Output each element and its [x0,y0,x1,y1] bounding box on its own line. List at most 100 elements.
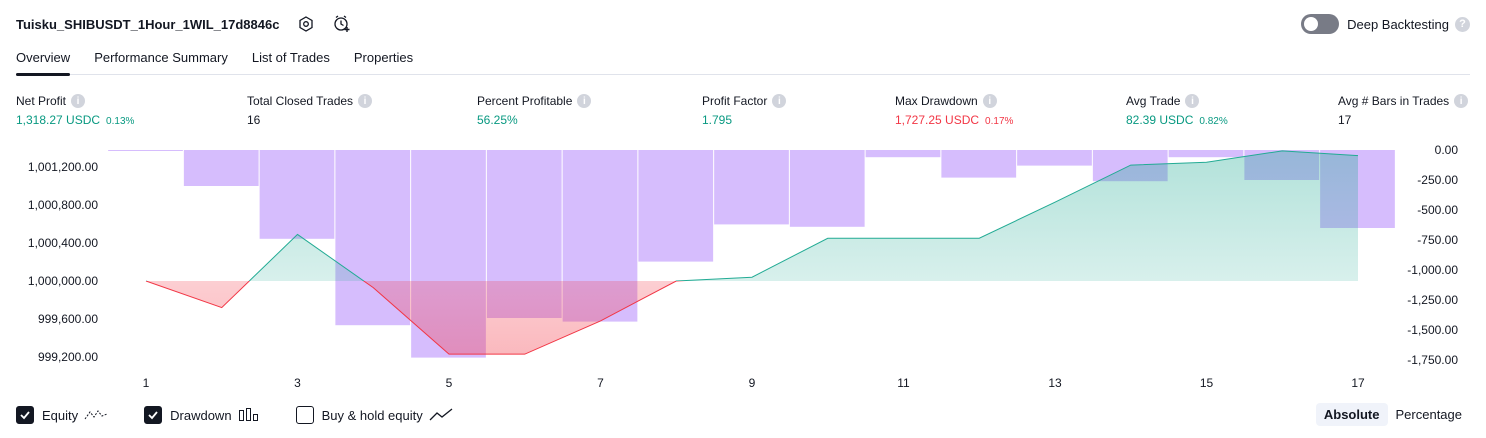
x-axis-tick: 13 [1048,376,1062,390]
metric-avg-bars-in-trades: Avg # Bars in Trades i 17 [1338,94,1469,127]
metric-percent-profitable: Percent Profitable i 56.25% [477,94,592,127]
right-axis-tick: -500.00 [1417,203,1458,217]
equity-label: Equity [42,407,79,423]
x-axis-tick: 7 [597,376,604,390]
add-alert-icon[interactable] [333,15,351,33]
metric-value: 82.39 USDC [1126,113,1194,127]
absolute-mode-button[interactable]: Absolute [1315,403,1388,426]
right-axis-tick: -1,500.00 [1407,323,1458,337]
metric-percent: 0.82% [1199,116,1228,127]
tab-bar: Overview Performance Summary List of Tra… [16,44,1470,76]
strategy-name: Tuisku_SHIBUSDT_1Hour_1WIL_17d8846c [16,16,280,32]
left-axis: 1,001,200.00 1,000,800.00 1,000,400.00 1,00… [28,160,98,364]
drawdown-bar [789,150,865,227]
metric-label: Total Closed Trades [247,94,354,108]
x-axis: 1 3 5 7 9 11 13 15 17 [143,376,1365,390]
chart-options: Equity Drawdown Buy & hold equity Absolu… [16,403,1470,427]
equity-option[interactable]: Equity [16,406,108,424]
metric-label: Avg # Bars in Trades [1338,94,1450,108]
metric-label: Max Drawdown [895,94,978,108]
info-icon[interactable]: i [1454,94,1469,108]
drawdown-bar [259,150,335,239]
x-axis-tick: 5 [446,376,453,390]
tab-properties[interactable]: Properties [353,50,414,65]
info-icon[interactable]: i [982,94,997,108]
metric-value: 1,727.25 USDC [895,113,980,127]
equity-checkbox[interactable] [16,406,34,424]
settings-icon[interactable] [297,15,315,33]
info-icon[interactable]: i [71,94,86,108]
left-axis-tick: 999,600.00 [38,312,98,326]
tab-list-of-trades[interactable]: List of Trades [251,50,330,65]
right-axis: 0.00 -250.00 -500.00 -750.00 -1,000.00 -1,250… [1407,143,1458,367]
help-icon[interactable]: ? [1455,16,1470,32]
equity-drawdown-chart[interactable]: 1,001,200.00 1,000,800.00 1,000,400.00 1,00… [0,140,1486,395]
drawdown-bar [941,150,1017,178]
toggle-knob [1304,17,1319,31]
x-axis-tick: 9 [749,376,756,390]
metric-value: 17 [1338,113,1352,127]
metric-label: Net Profit [16,94,67,108]
info-icon[interactable]: i [772,94,787,108]
left-axis-tick: 1,000,000.00 [28,274,98,288]
deep-backtesting-toggle[interactable] [1301,14,1340,34]
tab-performance-summary[interactable]: Performance Summary [94,50,228,65]
drawdown-bar [638,150,714,262]
metric-profit-factor: Profit Factor i 1.795 [702,94,787,127]
x-axis-tick: 17 [1351,376,1365,390]
metric-value: 56.25% [477,113,518,127]
equity-area-loss [146,281,1358,355]
buy-hold-label: Buy & hold equity [321,407,423,423]
metric-avg-trade: Avg Trade i 82.39 USDC 0.82% [1126,94,1228,127]
left-axis-tick: 999,200.00 [38,350,98,364]
metric-percent: 0.13% [106,116,135,127]
metric-value: 16 [247,113,261,127]
info-icon[interactable]: i [1185,94,1200,108]
drawdown-label: Drawdown [170,407,232,423]
metric-total-closed-trades: Total Closed Trades i 16 [247,94,373,127]
equity-area-profit [146,150,1358,281]
equity-line-icon [84,408,108,422]
equity-line-profit [146,150,1359,281]
metric-value: 1,318.27 USDC [16,113,101,127]
right-axis-tick: -750.00 [1417,233,1458,247]
x-axis-tick: 1 [143,376,150,390]
percentage-mode-button[interactable]: Percentage [1395,407,1463,422]
buy-hold-checkbox[interactable] [295,406,314,424]
deep-backtesting-control: Deep Backtesting ? [1301,12,1470,36]
right-axis-tick: -1,250.00 [1407,293,1458,307]
drawdown-bar [1017,150,1092,166]
metric-label: Profit Factor [702,94,768,108]
strategy-header: Tuisku_SHIBUSDT_1Hour_1WIL_17d8846c Deep… [16,12,1470,36]
right-axis-tick: -1,000.00 [1407,263,1458,277]
deep-backtesting-label: Deep Backtesting [1347,16,1449,32]
right-axis-tick: -1,750.00 [1407,353,1458,367]
left-axis-tick: 1,000,800.00 [28,198,98,212]
info-icon[interactable]: i [358,94,373,108]
equity-series [145,150,1359,355]
right-axis-tick: -250.00 [1417,173,1458,187]
metrics-row: Net Profit i 1,318.27 USDC 0.13% Total Clo… [0,94,1486,134]
metric-max-drawdown: Max Drawdown i 1,727.25 USDC 0.17% [895,94,1013,127]
right-axis-tick: 0.00 [1435,143,1459,157]
x-axis-tick: 3 [294,376,301,390]
metric-value: 1.795 [702,113,733,127]
info-icon[interactable]: i [577,94,592,108]
drawdown-bar [714,150,789,225]
left-axis-tick: 1,000,400.00 [28,236,98,250]
display-mode-switch: Absolute Percentage [1315,403,1470,426]
buy-hold-line-icon [429,408,453,422]
metric-label: Avg Trade [1126,94,1181,108]
tab-overview[interactable]: Overview [16,44,71,76]
buy-hold-option[interactable]: Buy & hold equity [295,406,453,424]
drawdown-checkbox[interactable] [144,406,163,424]
metric-percent: 0.17% [985,116,1014,127]
metric-label: Percent Profitable [477,94,573,108]
drawdown-bar [108,150,183,151]
x-axis-tick: 15 [1200,376,1214,390]
drawdown-option[interactable]: Drawdown [144,406,259,424]
left-axis-tick: 1,001,200.00 [28,160,98,174]
drawdown-bars-icon [238,408,260,422]
drawdown-bar [865,150,941,158]
x-axis-tick: 11 [897,376,910,390]
